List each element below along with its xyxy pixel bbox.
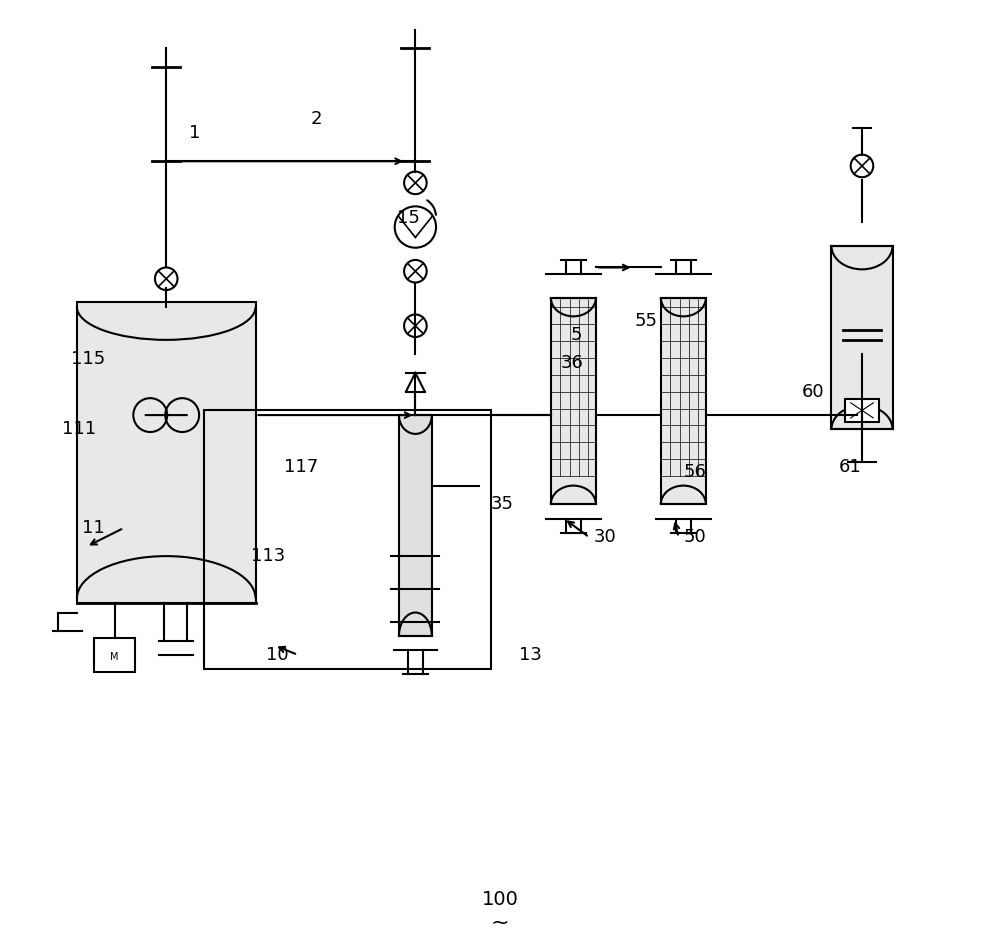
Text: 1: 1 — [189, 124, 200, 142]
Text: 61: 61 — [838, 457, 861, 476]
Text: 50: 50 — [683, 528, 706, 546]
Text: 100: 100 — [482, 890, 518, 909]
Bar — [399, 415, 432, 636]
Bar — [94, 637, 135, 671]
Text: 2: 2 — [311, 110, 322, 128]
Text: ~: ~ — [491, 913, 509, 933]
Circle shape — [851, 155, 873, 177]
Bar — [845, 399, 879, 422]
Text: 117: 117 — [284, 457, 318, 476]
Text: 13: 13 — [519, 646, 542, 664]
Text: 10: 10 — [266, 646, 288, 664]
Text: 115: 115 — [71, 350, 105, 368]
Bar — [831, 246, 893, 429]
Text: 30: 30 — [594, 528, 617, 546]
Text: M: M — [110, 652, 119, 662]
Text: 111: 111 — [62, 421, 96, 438]
Text: 15: 15 — [397, 208, 419, 226]
Circle shape — [155, 268, 178, 290]
Circle shape — [404, 172, 427, 194]
Bar — [551, 298, 596, 505]
Text: 35: 35 — [491, 495, 514, 513]
Circle shape — [404, 314, 427, 337]
Text: 5: 5 — [571, 326, 582, 344]
Circle shape — [404, 260, 427, 283]
Bar — [661, 298, 706, 505]
Text: 36: 36 — [561, 355, 584, 372]
Text: 56: 56 — [683, 462, 706, 481]
Circle shape — [395, 207, 436, 248]
Text: 55: 55 — [634, 312, 657, 330]
Text: 60: 60 — [802, 383, 824, 401]
Text: 113: 113 — [251, 547, 285, 565]
Bar — [204, 410, 491, 669]
Bar — [77, 303, 256, 604]
Text: 11: 11 — [82, 519, 105, 537]
